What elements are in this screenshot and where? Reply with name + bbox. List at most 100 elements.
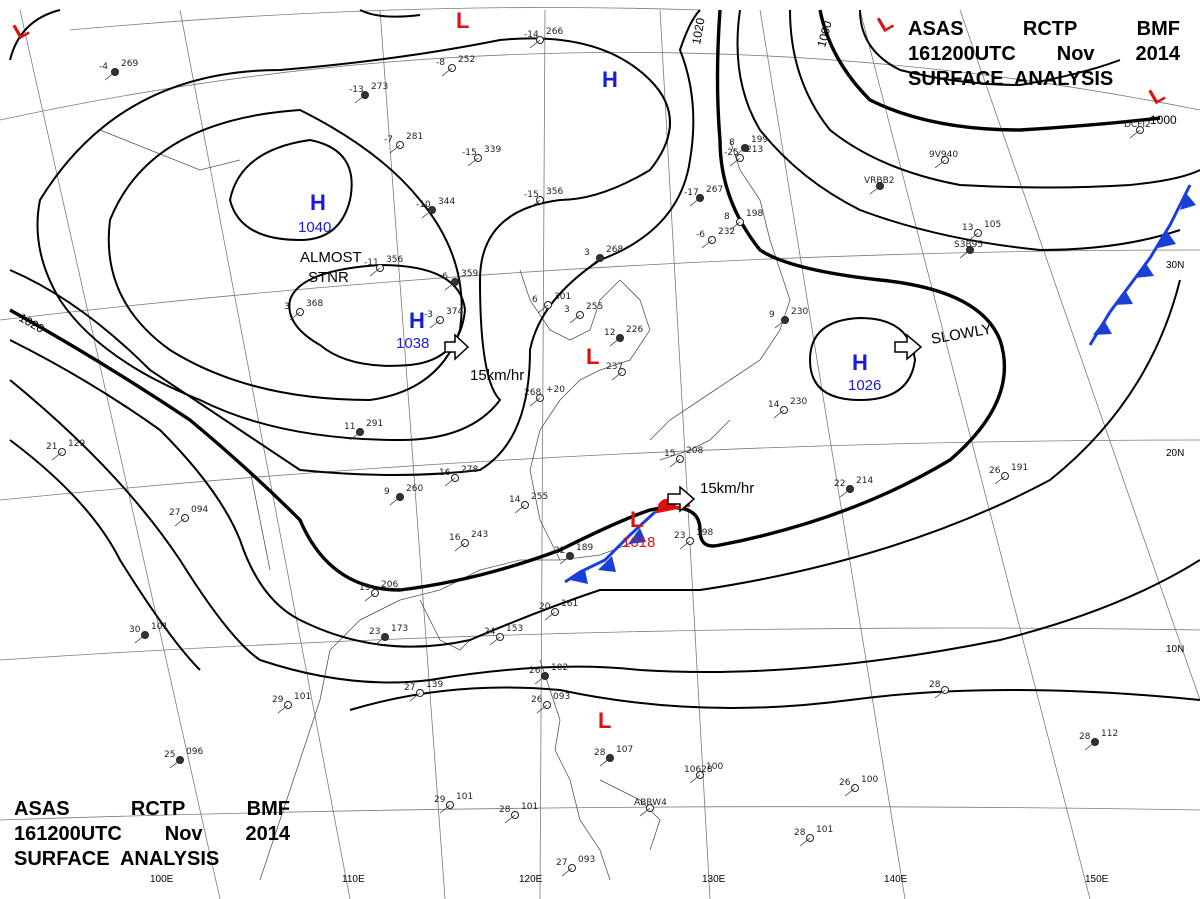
header-bottom-line1: ASAS RCTP BMF xyxy=(14,797,290,822)
high-letter-2: H xyxy=(409,308,425,333)
low-letter-4: L xyxy=(456,8,469,33)
station-plots: -4 269-14 266-8 252-13 273-7 281-15 339-10 344-… xyxy=(46,27,1151,877)
station-pressure: 267 xyxy=(706,185,723,195)
station-pressure: 112 xyxy=(1101,729,1118,739)
station-pressure: 230 xyxy=(791,307,808,317)
station-plot: 237 xyxy=(606,362,626,381)
station-temperature: 29 xyxy=(434,795,446,805)
station-temperature: -4 xyxy=(99,62,108,72)
lon-label-110e: 110E xyxy=(342,874,365,885)
station-pressure: 107 xyxy=(616,745,633,755)
station-temperature: -10 xyxy=(416,200,431,210)
wind-barb xyxy=(174,517,186,527)
wind-barb xyxy=(364,592,376,602)
station-plot: 9 230 xyxy=(769,307,808,329)
lon-label-130e: 130E xyxy=(702,874,726,885)
header-top-line2: 161200UTC Nov 2014 xyxy=(908,42,1180,67)
station-pressure: 100 xyxy=(706,762,723,772)
station-temperature: -15 xyxy=(524,190,539,200)
wind-barb xyxy=(444,281,456,291)
wind-barb xyxy=(1084,741,1096,751)
station-temperature: 24 xyxy=(484,627,496,637)
annotation-speed-west: 15km/hr xyxy=(470,367,524,384)
station-plot: 28 101 xyxy=(499,802,538,824)
station-plot: 23 198 xyxy=(674,528,713,550)
station-plot: 268 +20 xyxy=(524,385,565,407)
station-plot: 28 xyxy=(929,680,949,699)
wind-barb xyxy=(421,209,433,219)
station-pressure: 139 xyxy=(426,680,443,690)
wind-barb xyxy=(689,197,701,207)
station-pressure: 101 xyxy=(521,802,538,812)
station-temperature: 27 xyxy=(556,858,567,868)
station-pressure: 260 xyxy=(406,484,423,494)
isobar-label-1020-north: 1020 xyxy=(689,16,707,45)
header-top-title: SURFACE ANALYSIS xyxy=(908,68,1114,90)
station-pressure: 266 xyxy=(546,27,563,37)
lon-label-100e: 100E xyxy=(150,874,174,885)
station-temperature: 14 xyxy=(509,495,521,505)
wind-barb xyxy=(701,239,713,249)
wind-barb xyxy=(774,319,786,329)
station-plot: 25 096 xyxy=(164,747,203,769)
station-pressure: 206 xyxy=(381,580,398,590)
station-temperature: 3 xyxy=(564,305,570,315)
station-plot: 30 101 xyxy=(129,622,168,644)
station-plot: 3 368 xyxy=(284,299,323,321)
station-temperature: 26 xyxy=(839,778,851,788)
low-value-1: 1018 xyxy=(622,534,655,551)
low-letter-6: L xyxy=(873,9,897,37)
wind-barb xyxy=(599,757,611,767)
station-temperature: 27 xyxy=(169,508,180,518)
low-letter-1: L xyxy=(630,507,643,532)
station-plot: 16 243 xyxy=(449,530,488,552)
station-temperature: -6 xyxy=(439,272,448,282)
wind-barb xyxy=(104,71,116,81)
wind-barb xyxy=(454,542,466,552)
station-temperature: 268 xyxy=(524,388,541,398)
station-pressure: 153 xyxy=(506,624,523,634)
header-bottom-title: SURFACE ANALYSIS xyxy=(14,848,220,870)
station-pressure: 093 xyxy=(553,692,570,702)
station-pressure: 198 xyxy=(746,209,763,219)
station-pressure: 101 xyxy=(151,622,168,632)
station-plot: 28 101 xyxy=(794,825,833,847)
station-temperature: 8 xyxy=(729,138,735,148)
station-temperature: 10628 xyxy=(684,765,713,775)
wind-barb xyxy=(169,759,181,769)
station-temperature: 3 xyxy=(584,248,590,258)
station-pressure: 214 xyxy=(856,476,873,486)
station-plot: DCFI2 xyxy=(1124,120,1151,139)
station-pressure: 356 xyxy=(386,255,403,265)
station-pressure: 268 xyxy=(606,245,623,255)
lon-label-120e: 120E xyxy=(519,874,543,885)
wind-barb xyxy=(529,397,541,407)
station-temperature: 9 xyxy=(384,487,390,497)
header-top-station: RCTP xyxy=(1022,18,1078,40)
station-pressure: 368 xyxy=(306,299,323,309)
station-temperature: 6 xyxy=(532,295,538,305)
station-plot: -15 356 xyxy=(524,187,563,209)
header-bottom: ASAS RCTP BMF 161200UTC Nov 2014 SURFACE… xyxy=(14,797,290,872)
station-plot: 19 206 xyxy=(359,580,398,602)
station-temperature: VRBB2 xyxy=(864,176,895,186)
station-plot: -13 273 xyxy=(349,82,388,104)
station-plot: 23 173 xyxy=(369,624,408,646)
station-plot: 22 214 xyxy=(834,476,873,498)
header-bottom-station: RCTP xyxy=(130,798,186,820)
lat-label-10n: 10N xyxy=(1166,644,1184,655)
wind-barb xyxy=(844,787,856,797)
wind-barb xyxy=(389,496,401,506)
station-pressure: 356 xyxy=(546,187,563,197)
station-plot: 29 101 xyxy=(272,692,311,714)
station-temperature: -17 xyxy=(684,188,699,198)
station-temperature: 14 xyxy=(768,400,780,410)
station-temperature: 26 xyxy=(531,695,543,705)
annotations: ALMOST STNR 15km/hr 15km/hr SLOWLY xyxy=(300,249,993,497)
station-temperature: ABRW4 xyxy=(634,798,667,808)
wind-barb xyxy=(729,157,741,167)
station-plot: -6 359 xyxy=(439,269,478,291)
station-temperature: -13 xyxy=(349,85,364,95)
wind-barb xyxy=(561,867,573,877)
